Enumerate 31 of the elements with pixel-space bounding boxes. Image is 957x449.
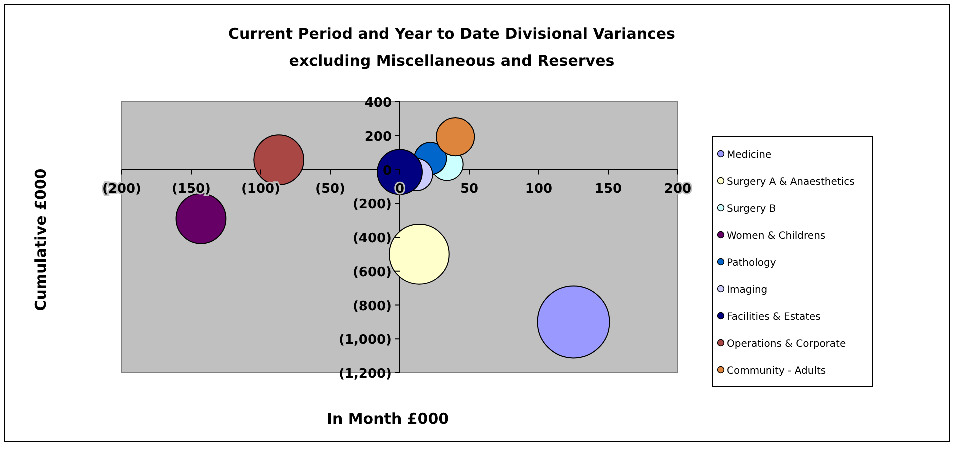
y-tick-label: 400 (364, 96, 392, 111)
legend-label: Surgery B (727, 204, 776, 215)
x-tick-label: (100) (241, 182, 281, 197)
legend-label: Facilities & Estates (727, 312, 821, 323)
y-axis-title: Cumulative £000 (32, 168, 50, 312)
chart-subtitle: excluding Miscellaneous and Reserves (289, 52, 615, 70)
y-tick-label: (1,200) (338, 367, 392, 382)
y-tick-label: 0 (382, 164, 392, 179)
x-tick-label: 0 (395, 182, 405, 197)
x-tick-label: 200 (664, 182, 692, 197)
y-tick-label: (800) (352, 299, 392, 314)
x-tick-label: (50) (316, 182, 346, 197)
y-tick-label: 200 (364, 130, 392, 145)
legend-label: Operations & Corporate (727, 339, 846, 350)
legend-label: Community - Adults (727, 366, 826, 377)
y-tick-label: (400) (352, 232, 392, 246)
legend-label: Imaging (727, 285, 768, 296)
y-tick-label: (200) (352, 198, 392, 213)
chart-title: Current Period and Year to Date Divisional Variances (228, 25, 676, 43)
legend-label: Medicine (727, 150, 772, 161)
x-axis-title: In Month £000 (326, 410, 450, 428)
legend-label: Pathology (727, 258, 776, 269)
legend-label: Women & Childrens (727, 231, 826, 242)
x-tick-label: (200) (102, 182, 142, 197)
x-tick-label: (150) (172, 182, 212, 197)
legend-label: Surgery A & Anaesthetics (727, 177, 855, 188)
x-tick-label: 50 (460, 182, 479, 197)
y-tick-label: (600) (352, 265, 392, 280)
y-tick-label: (1,000) (338, 333, 392, 348)
x-tick-label: 100 (525, 182, 553, 197)
x-tick-label: 150 (594, 182, 622, 197)
